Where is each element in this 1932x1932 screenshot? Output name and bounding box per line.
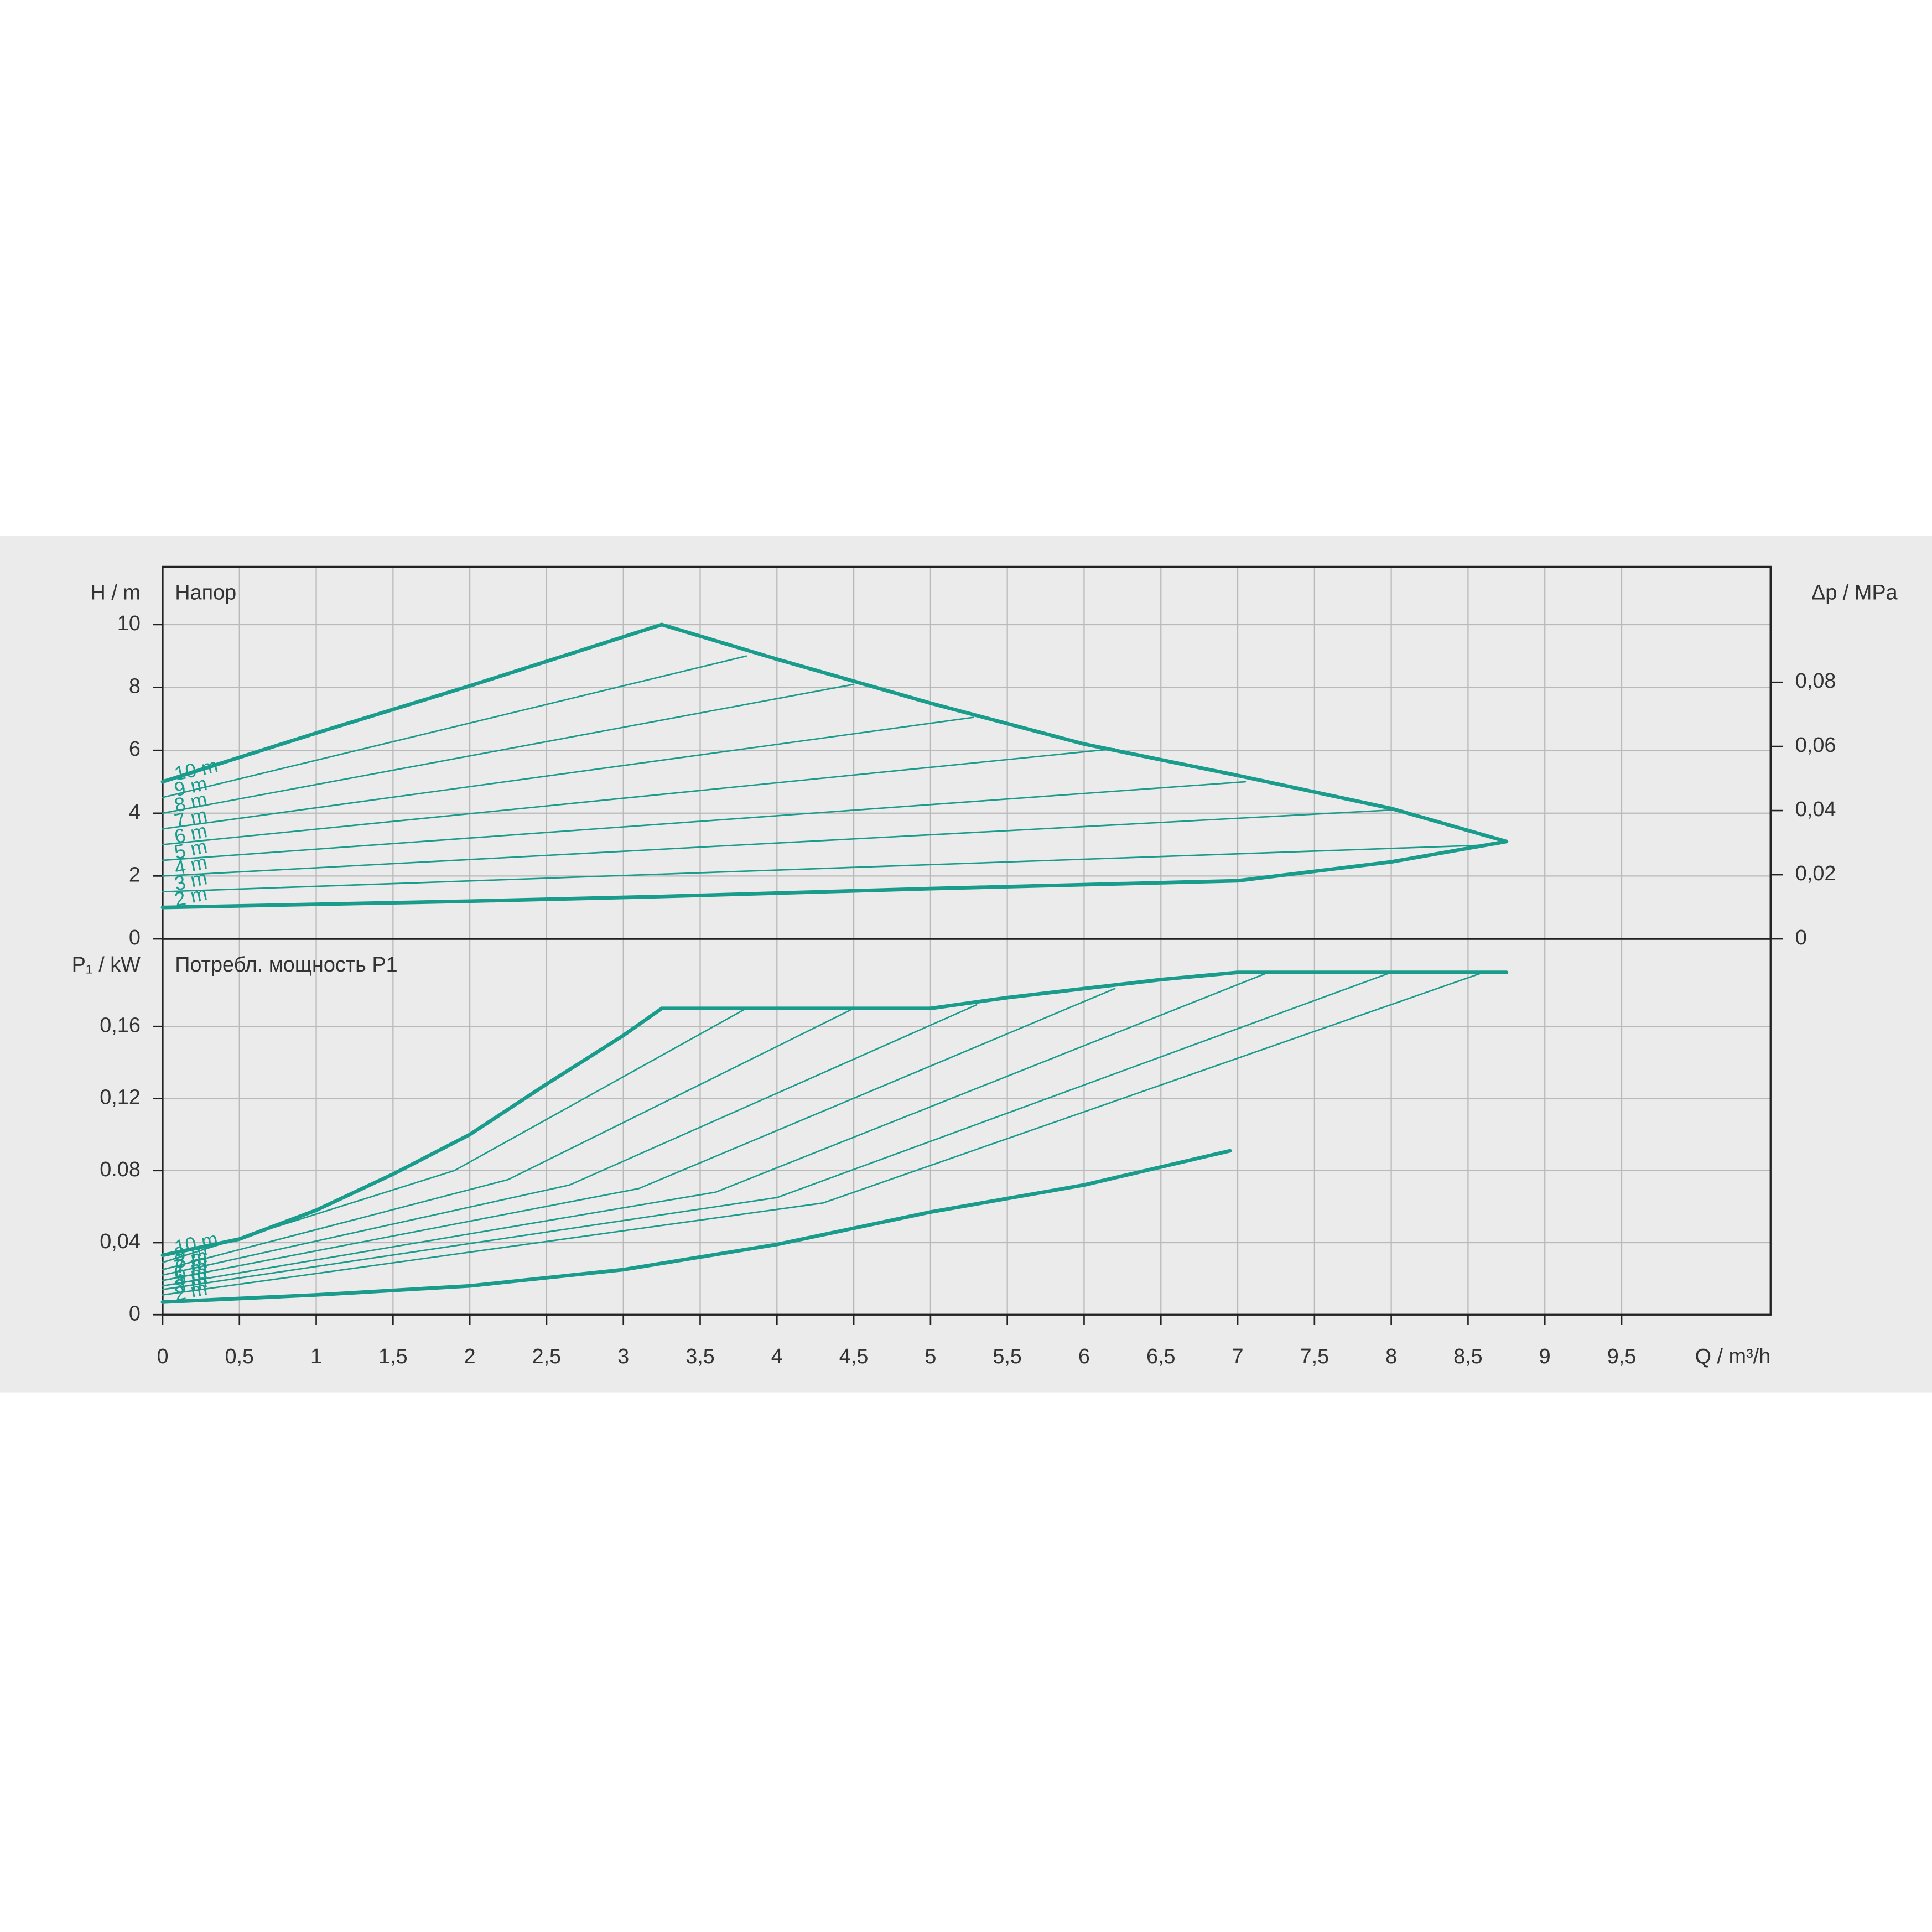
y-axis-label: H / m: [90, 581, 140, 604]
y-tick-label: 2: [129, 863, 141, 886]
y2-axis-label: Δp / MPa: [1811, 581, 1898, 604]
y-tick-label: 0: [129, 926, 141, 949]
x-tick-label: 0: [157, 1345, 168, 1368]
y-tick-label: 4: [129, 801, 141, 824]
x-tick-label: 8,5: [1453, 1345, 1483, 1368]
curve: [160, 622, 664, 784]
curve: [162, 1007, 747, 1264]
x-tick-label: 0,5: [225, 1345, 254, 1368]
curve: [162, 747, 1116, 845]
curve: [162, 1007, 855, 1271]
curve: [659, 622, 1509, 844]
curve: [659, 970, 1509, 1011]
panel-title: Потребл. мощность P1: [175, 953, 397, 977]
x-tick-label: 6,5: [1146, 1345, 1176, 1368]
plot-frame: [162, 938, 1772, 1316]
y-tick-label: 0,04: [100, 1230, 141, 1253]
x-tick-label: 1: [310, 1345, 322, 1368]
y2-tick-label: 0,04: [1795, 798, 1836, 821]
x-tick-label: 4: [771, 1345, 783, 1368]
y-tick-label: 8: [129, 675, 141, 698]
curve: [162, 972, 1269, 1287]
y-tick-label: 6: [129, 738, 141, 761]
curve: [162, 809, 1392, 877]
x-tick-label: 2: [464, 1345, 476, 1368]
curve: [162, 972, 1484, 1296]
x-tick-label: 3,5: [685, 1345, 715, 1368]
y-tick-label: 0,12: [100, 1086, 141, 1109]
x-tick-label: 9,5: [1607, 1345, 1637, 1368]
curve: [162, 972, 1392, 1291]
x-tick-label: 3: [617, 1345, 629, 1368]
y-tick-label: 0.08: [100, 1158, 141, 1181]
curve: [162, 716, 974, 830]
x-tick-label: 7,5: [1300, 1345, 1329, 1368]
x-tick-label: 6: [1078, 1345, 1090, 1368]
y2-tick-label: 0,08: [1795, 669, 1836, 693]
curve: [160, 839, 1509, 910]
x-tick-label: 1,5: [378, 1345, 408, 1368]
curve: [162, 1004, 978, 1276]
curve: [162, 988, 1116, 1281]
curve: [162, 683, 855, 814]
y-tick-label: 10: [117, 612, 141, 635]
curve: [162, 844, 1500, 893]
y-tick-label: 0,16: [100, 1014, 141, 1037]
x-tick-label: 5: [925, 1345, 936, 1368]
x-tick-label: 5,5: [993, 1345, 1022, 1368]
curve: [162, 781, 1247, 861]
y2-tick-label: 0,06: [1795, 734, 1836, 757]
y-axis-label: P₁ / kW: [72, 953, 141, 977]
curve: [160, 1149, 1232, 1304]
curve: [162, 655, 747, 798]
x-tick-label: 2,5: [532, 1345, 562, 1368]
x-axis-label: Q / m³/h: [1695, 1345, 1771, 1368]
x-tick-label: 7: [1232, 1345, 1244, 1368]
y2-tick-label: 0: [1795, 926, 1807, 949]
x-tick-label: 8: [1385, 1345, 1397, 1368]
x-tick-label: 9: [1539, 1345, 1551, 1368]
y-tick-label: 0: [129, 1302, 141, 1325]
panel-title: Напор: [175, 581, 236, 604]
y2-tick-label: 0,02: [1795, 862, 1836, 885]
x-tick-label: 4,5: [839, 1345, 869, 1368]
